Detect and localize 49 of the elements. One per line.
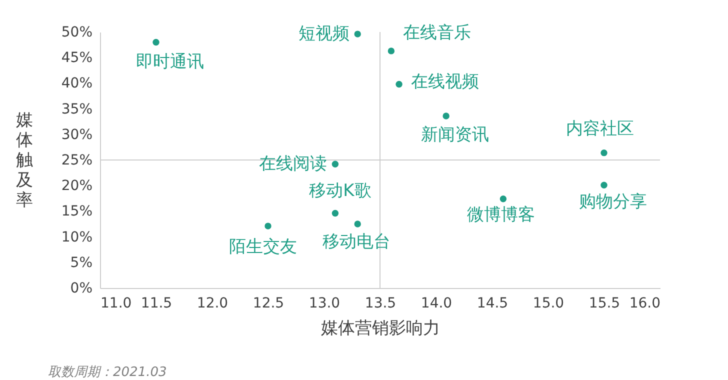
x-axis-title: 媒体营销影响力 bbox=[321, 318, 440, 338]
annotation: 在线阅读 bbox=[259, 154, 328, 174]
point bbox=[442, 112, 450, 120]
y-tick-label: 40% bbox=[61, 76, 92, 92]
x-tick-label: 13.0 bbox=[308, 296, 340, 312]
annotation: 购物分享 bbox=[579, 192, 647, 212]
point bbox=[332, 210, 339, 217]
y-tick-label: 50% bbox=[61, 24, 92, 40]
x-tick-label: 11.0 bbox=[100, 296, 132, 312]
y-tick-label: 0% bbox=[70, 280, 92, 296]
y-tick-label: 35% bbox=[61, 101, 92, 118]
y-tick-label: 30% bbox=[61, 126, 92, 143]
y-tick-label: 20% bbox=[61, 178, 92, 194]
x-tick-label: 14.5 bbox=[476, 296, 508, 312]
x-tick-label: 12.0 bbox=[196, 296, 228, 312]
point bbox=[332, 160, 339, 168]
y-tick-label: 10% bbox=[61, 229, 92, 246]
point bbox=[354, 220, 361, 228]
annotation: 微博博客 bbox=[467, 204, 536, 225]
annotation: 内容社区 bbox=[566, 118, 634, 139]
annotation: 在线音乐 bbox=[403, 22, 472, 43]
point bbox=[388, 48, 395, 54]
point bbox=[500, 196, 507, 202]
x-tick-label: 13.5 bbox=[364, 296, 396, 312]
annotation: 移动电台 bbox=[322, 232, 391, 252]
point bbox=[600, 182, 608, 188]
x-tick-label: 15.0 bbox=[532, 296, 564, 312]
y-tick-label: 15% bbox=[61, 204, 92, 220]
point bbox=[396, 80, 402, 88]
point bbox=[152, 38, 160, 46]
y-tick-label: 5% bbox=[70, 254, 92, 271]
x-tick-label: 14.0 bbox=[420, 296, 452, 312]
point bbox=[264, 222, 272, 230]
annotation: 短视频 bbox=[298, 24, 350, 44]
annotation: 移动K歌 bbox=[309, 181, 372, 202]
y-tick-label: 25% bbox=[61, 152, 92, 168]
point bbox=[600, 149, 608, 156]
x-tick-label: 15.5 bbox=[588, 296, 620, 312]
x-tick-label: 11.5 bbox=[140, 296, 172, 312]
annotation: 在线视频 bbox=[411, 72, 480, 92]
x-tick-label: 16.0 bbox=[629, 296, 660, 312]
y-tick-label: 45% bbox=[61, 50, 92, 66]
x-tick-label: 12.5 bbox=[252, 296, 284, 312]
y-axis-title: 媒体触及率 bbox=[16, 110, 33, 210]
annotation: 陌生交友 bbox=[229, 237, 297, 258]
point bbox=[354, 30, 361, 38]
annotation: 新闻资讯 bbox=[421, 124, 490, 145]
annotation: 即时通讯 bbox=[136, 52, 204, 72]
text: 取数周期：2021.03 bbox=[48, 365, 167, 380]
